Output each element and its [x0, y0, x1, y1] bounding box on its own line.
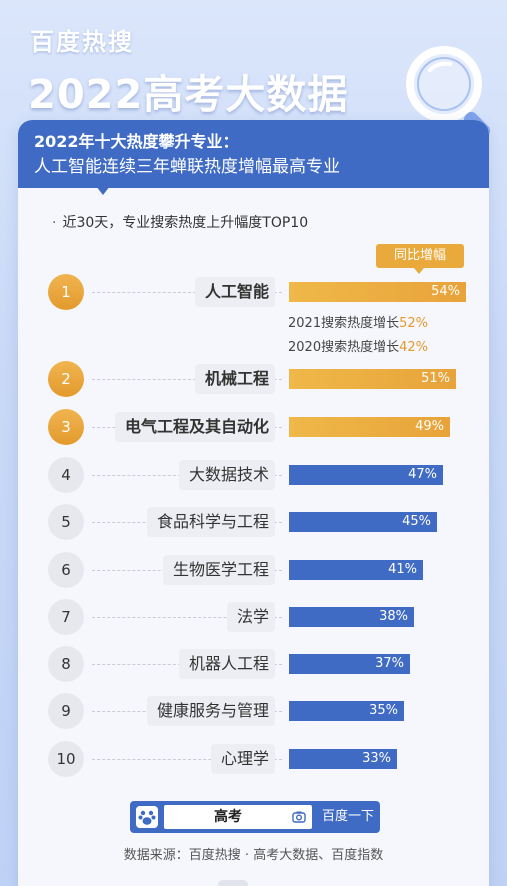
ranking-row: 3 电气工程及其自动化 49%: [18, 408, 489, 446]
rank-badge: 4: [48, 457, 84, 493]
annotation-2020-text: 2020搜索热度增长: [288, 340, 400, 355]
camera-icon[interactable]: [292, 810, 306, 824]
value-bar: 37%: [289, 654, 410, 674]
leader-line: [92, 617, 282, 618]
page-title: 2022高考大数据: [28, 72, 349, 118]
rank-badge: 2: [48, 361, 84, 397]
category-label: 机器人工程: [178, 649, 275, 679]
ranking-card: 2022年十大热度攀升专业： 人工智能连续三年蝉联热度增幅最高专业 · 近30天，…: [18, 120, 489, 886]
search-input[interactable]: 高考: [164, 805, 312, 829]
value-bar: 35%: [289, 701, 404, 721]
search-query: 高考: [214, 809, 242, 825]
value-bar: 45%: [289, 512, 437, 532]
category-label: 食品科学与工程: [146, 507, 275, 537]
card-header-title: 2022年十大热度攀升专业：: [34, 132, 239, 151]
rank-badge: 7: [48, 599, 84, 635]
rank-badge: 5: [48, 504, 84, 540]
value-bar: 49%: [289, 417, 450, 437]
ranking-row: 7 法学 38%: [18, 598, 489, 636]
rank-badge: 10: [48, 741, 84, 777]
annotation-2021-text: 2021搜索热度增长: [288, 316, 400, 331]
search-bar: 高考 百度一下: [130, 801, 380, 833]
baidu-paw-icon: [136, 806, 158, 828]
leader-line: [92, 759, 282, 760]
annotation-2020: 2020搜索热度增长42%: [288, 336, 428, 355]
rank-badge: 1: [48, 274, 84, 310]
ranking-row: 1 人工智能 54%: [18, 273, 489, 311]
category-label: 人工智能: [194, 277, 275, 307]
rank-badge: 6: [48, 552, 84, 588]
annotation-2021: 2021搜索热度增长52%: [288, 312, 428, 331]
category-label: 电气工程及其自动化: [114, 412, 275, 442]
ranking-row: 8 机器人工程 37%: [18, 645, 489, 683]
category-label: 心理学: [210, 744, 275, 774]
header-notch: [96, 186, 110, 195]
value-bar: 54%: [289, 282, 466, 302]
category-label: 机械工程: [194, 364, 275, 394]
ranking-row: 10 心理学 33%: [18, 740, 489, 778]
annotation-2021-value: 52%: [399, 316, 428, 331]
value-bar: 51%: [289, 369, 456, 389]
legend-yoy-tag: 同比增幅: [376, 244, 464, 274]
bottom-handle: [218, 880, 248, 886]
rank-badge: 8: [48, 646, 84, 682]
value-bar: 47%: [289, 465, 443, 485]
search-button[interactable]: 百度一下: [321, 809, 374, 824]
rank-badge: 9: [48, 693, 84, 729]
leader-line: [92, 379, 282, 380]
card-header-subtitle: 人工智能连续三年蝉联热度增幅最高专业: [34, 157, 340, 177]
category-label: 生物医学工程: [162, 555, 275, 585]
data-source: 数据来源：百度热搜 · 高考大数据、百度指数: [123, 848, 384, 863]
value-bar: 41%: [289, 560, 423, 580]
ranking-row: 6 生物医学工程 41%: [18, 551, 489, 589]
subtitle-bullet: ·: [52, 215, 57, 231]
ranking-row: 4 大数据技术 47%: [18, 456, 489, 494]
leader-line: [92, 292, 282, 293]
category-label: 法学: [226, 602, 275, 632]
category-label: 健康服务与管理: [146, 696, 275, 726]
brand-title: 百度热搜: [30, 28, 134, 56]
annotation-2020-value: 42%: [399, 340, 428, 355]
value-bar: 38%: [289, 607, 414, 627]
category-label: 大数据技术: [178, 460, 275, 490]
subtitle-text: 近30天，专业搜索热度上升幅度TOP10: [62, 215, 309, 231]
chart-subtitle: · 近30天，专业搜索热度上升幅度TOP10: [52, 212, 308, 232]
ranking-row: 2 机械工程 51%: [18, 360, 489, 398]
value-bar: 33%: [289, 749, 397, 769]
card-header: 2022年十大热度攀升专业： 人工智能连续三年蝉联热度增幅最高专业: [18, 120, 489, 188]
rank-badge: 3: [48, 409, 84, 445]
ranking-row: 9 健康服务与管理 35%: [18, 692, 489, 730]
ranking-row: 5 食品科学与工程 45%: [18, 503, 489, 541]
